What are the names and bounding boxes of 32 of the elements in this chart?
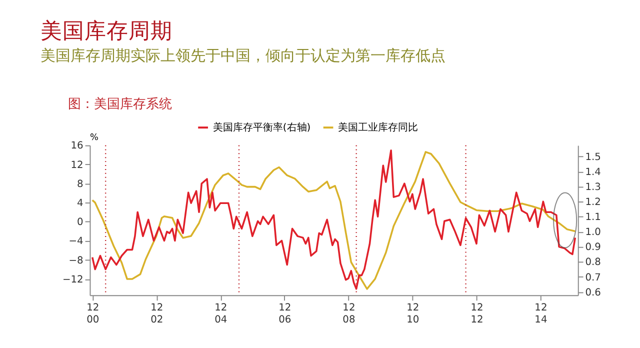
y2-tick-label: 1.3 [585, 182, 601, 193]
y2-tick-label: 1.4 [585, 166, 601, 178]
x-tick-label: 12 06 [278, 302, 292, 326]
legend-label: 美国库存平衡率(右轴) [212, 122, 311, 134]
y-tick-label: 16 [70, 140, 84, 152]
y-tick-label: 4 [77, 198, 84, 210]
y-tick-label: −8 [68, 255, 84, 266]
y2-tick-label: 0.9 [585, 242, 601, 254]
y-tick-label: 12 [70, 160, 84, 171]
y2-tick-label: 0.7 [585, 272, 601, 284]
chart-subtitle: 美国库存周期实际上领先于中国，倾向于认定为第一库存低点 [40, 47, 446, 64]
text: 图：美国库存系统 [68, 96, 172, 112]
x-tick-label: 12 00 [86, 302, 100, 326]
chart-title: 美国库存周期 [40, 18, 172, 44]
y2-tick-label: 1.1 [585, 212, 601, 224]
y-tick-label: −12 [62, 274, 84, 286]
y2-tick-label: 1.0 [585, 227, 601, 238]
y-axis-title: % [90, 132, 98, 143]
y-tick-label: −4 [68, 236, 84, 248]
x-tick-label: 12 04 [214, 302, 228, 326]
x-tick-label: 12 08 [342, 302, 356, 326]
y2-tick-label: 0.6 [585, 287, 601, 298]
y2-tick-label: 1.5 [585, 152, 601, 163]
x-tick-label: 12 02 [150, 302, 164, 326]
y-tick-label: 8 [77, 178, 84, 190]
y2-tick-label: 0.8 [585, 257, 601, 268]
y2-tick-label: 1.2 [585, 197, 601, 208]
x-tick-label: 12 10 [406, 302, 420, 326]
x-tick-label: 12 14 [534, 302, 548, 326]
y-tick-label: 0 [77, 217, 84, 228]
legend-label: 美国工业库存同比 [338, 122, 418, 134]
x-tick-label: 12 12 [470, 302, 484, 326]
